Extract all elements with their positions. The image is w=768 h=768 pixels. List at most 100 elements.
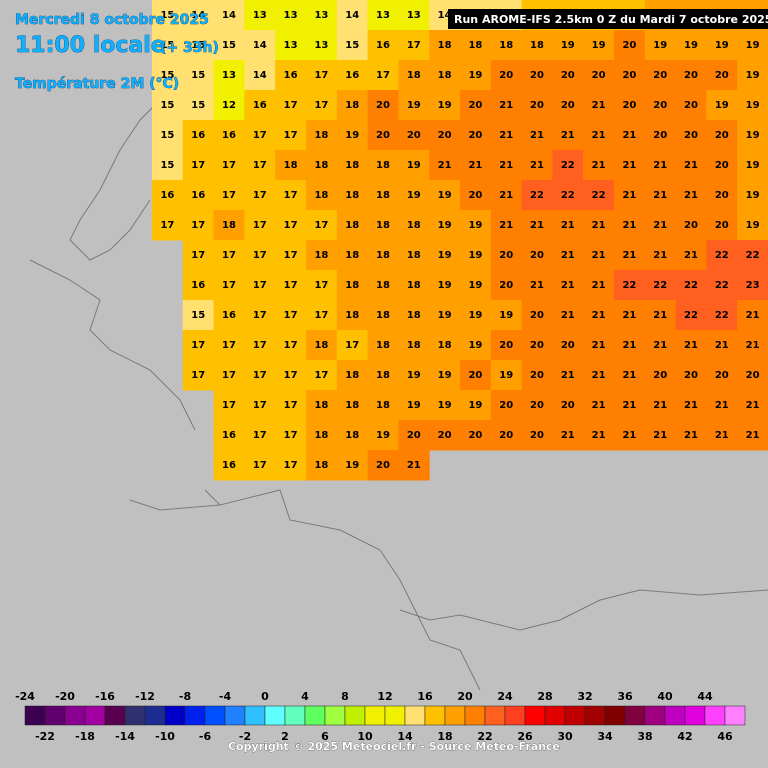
grid-cell — [182, 330, 215, 361]
grid-cell — [244, 450, 276, 481]
grid-cell — [336, 330, 369, 361]
legend-swatch — [344, 705, 366, 726]
temperature-value: 18 — [407, 340, 421, 351]
temperature-value: 17 — [222, 250, 236, 261]
temperature-value: 21 — [622, 160, 636, 171]
temperature-value: 19 — [438, 190, 452, 201]
grid-cell — [460, 300, 492, 331]
grid-cell — [644, 150, 677, 181]
temperature-value: 18 — [314, 190, 328, 201]
temperature-value: 20 — [499, 400, 513, 411]
grid-cell — [306, 210, 338, 241]
temperature-value: 21 — [561, 220, 575, 231]
grid-cell — [583, 300, 615, 331]
variable: Température 2M (°C) — [15, 76, 179, 92]
temperature-value: 17 — [253, 130, 267, 141]
grid-cell — [336, 420, 369, 451]
grid-cell — [244, 30, 276, 61]
temperature-value: 17 — [284, 400, 298, 411]
temperature-value: 19 — [438, 370, 452, 381]
temperature-value: 20 — [530, 340, 544, 351]
legend-swatch — [24, 705, 46, 726]
grid-cell — [429, 390, 461, 421]
grid-cell — [490, 60, 523, 91]
grid-cell — [614, 90, 646, 121]
temperature-value: 14 — [438, 10, 452, 21]
legend-label: 32 — [577, 690, 592, 703]
temperature-value: 17 — [191, 370, 205, 381]
legend-label: 46 — [717, 730, 733, 743]
temperature-value: 20 — [746, 370, 760, 381]
temperature-value: 21 — [530, 280, 544, 291]
temperature-value: 21 — [622, 370, 636, 381]
grid-cell — [675, 120, 707, 151]
temperature-value: 20 — [561, 100, 575, 111]
temperature-value: 20 — [468, 370, 482, 381]
legend-label: -16 — [95, 690, 115, 703]
temperature-value: 14 — [253, 40, 267, 51]
grid-cell — [244, 330, 276, 361]
grid-cell — [675, 390, 707, 421]
grid-cell — [336, 0, 369, 31]
temperature-value: 19 — [438, 100, 452, 111]
temperature-value: 20 — [468, 430, 482, 441]
temperature-value: 21 — [530, 130, 544, 141]
grid-cell — [275, 150, 307, 181]
temperature-value: 18 — [376, 250, 390, 261]
grid-cell — [429, 60, 461, 91]
grid-cell — [152, 210, 184, 241]
temperature-value: 17 — [253, 220, 267, 231]
temperature-value: 19 — [468, 310, 482, 321]
temperature-value: 20 — [499, 340, 513, 351]
temperature-value: 20 — [622, 100, 636, 111]
grid-cell — [367, 240, 399, 271]
temperature-value: 16 — [222, 310, 236, 321]
temperature-value: 17 — [284, 280, 298, 291]
grid-cell — [460, 360, 492, 391]
copyright: Copyright © 2025 Meteociel.fr - Source M… — [228, 740, 560, 753]
grid-cell — [429, 240, 461, 271]
temperature-value: 21 — [622, 400, 636, 411]
temperature-value: 21 — [653, 220, 667, 231]
legend-swatch — [664, 705, 686, 726]
grid-cell — [213, 240, 245, 271]
grid-cell — [644, 390, 677, 421]
temperature-value: 19 — [345, 460, 359, 471]
temperature-value: 19 — [407, 370, 421, 381]
grid-cell — [737, 360, 768, 391]
temperature-value: 21 — [592, 310, 606, 321]
grid-cell — [614, 60, 646, 91]
grid-cell — [552, 330, 584, 361]
grid-cell — [336, 180, 369, 211]
temperature-value: 22 — [715, 310, 729, 321]
grid-cell — [398, 270, 430, 301]
temperature-value: 17 — [284, 430, 298, 441]
temperature-value: 21 — [622, 340, 636, 351]
temperature-value: 20 — [438, 430, 452, 441]
grid-cell — [675, 420, 707, 451]
grid-cell — [367, 450, 399, 481]
temperature-value: 18 — [314, 430, 328, 441]
run-box — [448, 9, 768, 29]
temperature-value: 17 — [253, 280, 267, 291]
grid-cell — [244, 270, 276, 301]
grid-cell — [152, 120, 184, 151]
temperature-value: 15 — [160, 130, 174, 141]
grid-cell — [182, 180, 215, 211]
temperature-value: 17 — [253, 430, 267, 441]
grid-cell — [336, 210, 369, 241]
grid-cell — [182, 90, 215, 121]
grid-cell — [583, 210, 615, 241]
temperature-value: 17 — [191, 220, 205, 231]
temperature-value: 17 — [253, 400, 267, 411]
temperature-value: 21 — [561, 370, 575, 381]
temperature-value: 17 — [314, 100, 328, 111]
grid-cell — [737, 270, 768, 301]
grid-cell — [675, 240, 707, 271]
grid-cell — [583, 150, 615, 181]
grid-cell — [490, 390, 523, 421]
grid-cell — [521, 90, 553, 121]
grid-cell — [521, 300, 553, 331]
temperature-value: 19 — [746, 160, 760, 171]
temperature-value: 18 — [438, 340, 452, 351]
